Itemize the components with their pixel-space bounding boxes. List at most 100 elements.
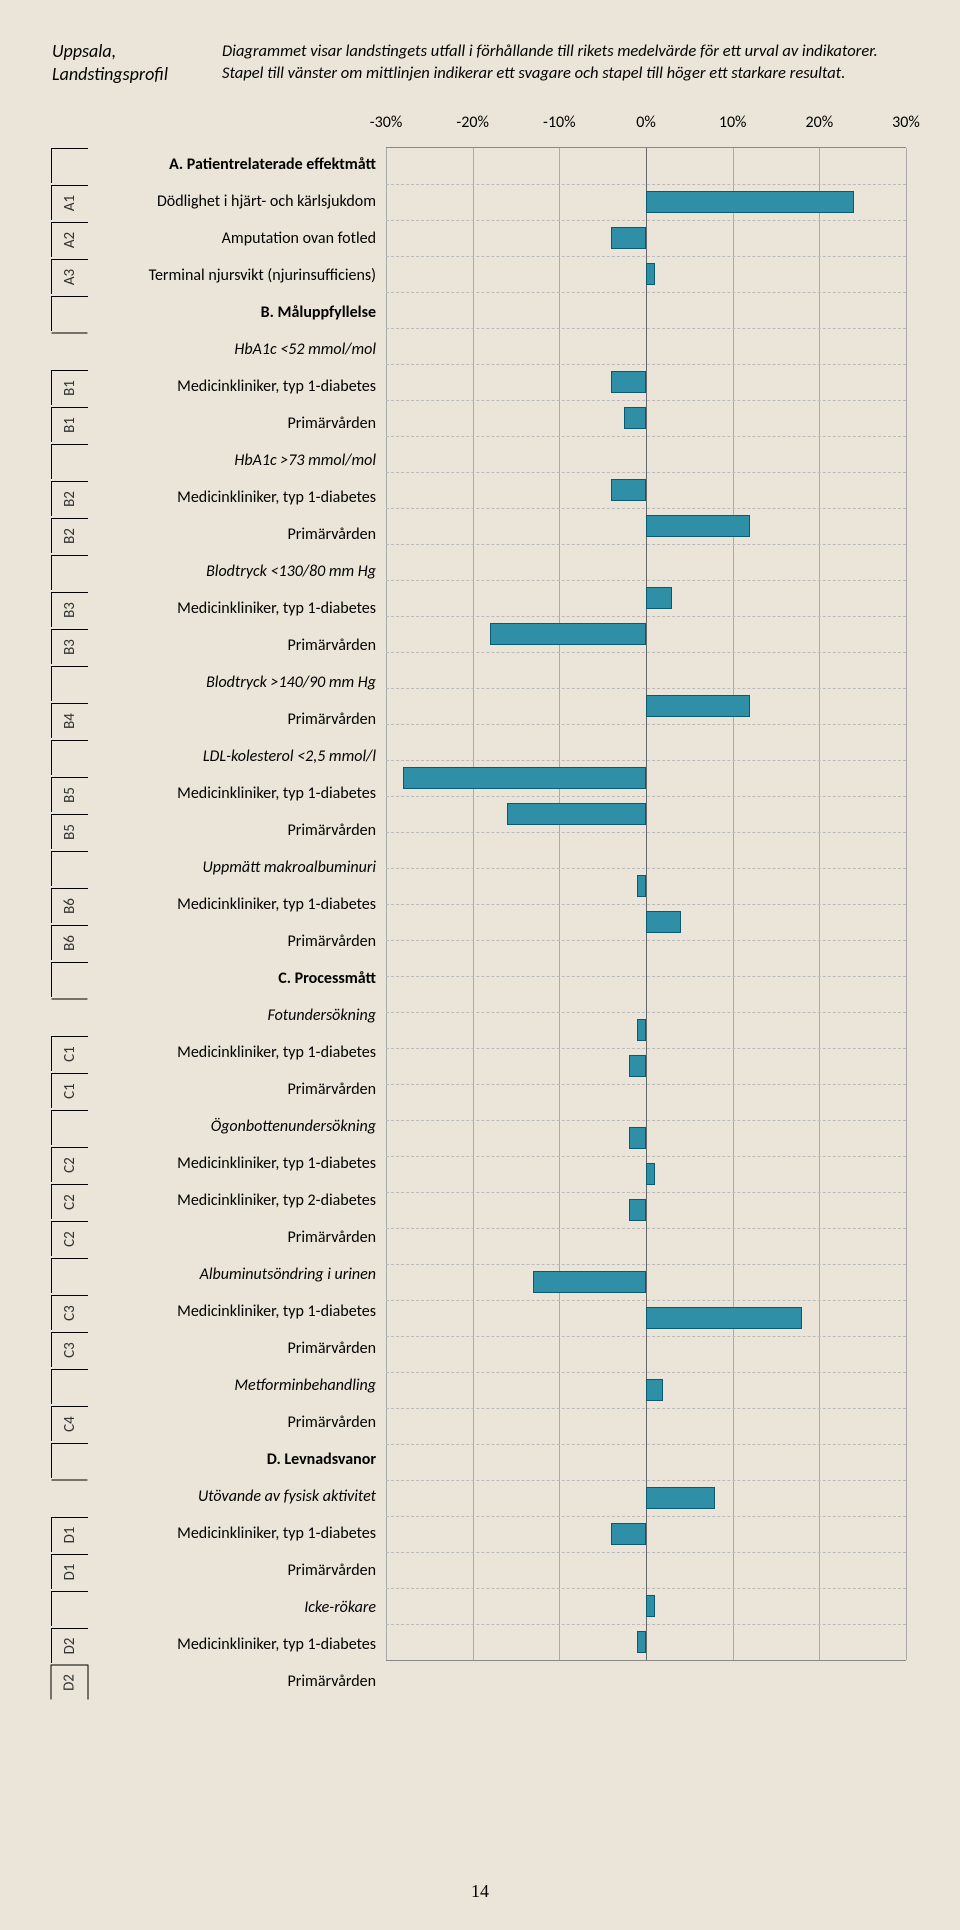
label-row: C1Medicinkliniker, typ 1-diabetes [52,1035,386,1072]
row-label: Primärvården [87,1072,386,1109]
x-axis-tick: -20% [456,113,489,132]
section-heading: A. Patientrelaterade effektmått [87,147,386,184]
label-row: C. Processmått [52,961,386,998]
row-gridline [386,1336,906,1337]
sub-heading: Blodtryck <130/80 mm Hg [87,554,386,591]
row-gridline [386,220,906,221]
label-row: B2Medicinkliniker, typ 1-diabetes [52,480,386,517]
chart: A. Patientrelaterade effektmåttA1Dödligh… [52,113,908,1701]
label-row: C1Primärvården [52,1072,386,1109]
row-gridline [386,760,906,761]
bar [533,1271,646,1293]
label-row: B3Primärvården [52,628,386,665]
row-code [51,1258,88,1293]
sub-heading: Fotundersökning [87,998,386,1035]
row-gridline [386,544,906,545]
label-row: C4Primärvården [52,1405,386,1442]
label-row: A3Terminal njursvikt (njurinsufficiens) [52,258,386,295]
row-label: Medicinkliniker, typ 1-diabetes [87,591,386,628]
row-code: C2 [51,1221,88,1256]
row-code [51,666,88,701]
row-gridline [386,1120,906,1121]
label-row: LDL-kolesterol <2,5 mmol/l [52,739,386,776]
row-label: Primärvården [87,1220,386,1257]
x-axis-tick: -30% [370,113,403,132]
row-gridline [386,472,906,473]
label-row: HbA1c <52 mmol/mol [52,332,386,369]
bar [629,1199,646,1221]
row-code: C3 [51,1295,88,1330]
row-code [51,555,88,590]
row-code: B6 [51,925,88,960]
row-gridline [386,1012,906,1013]
row-code [51,962,88,997]
bar [646,1307,802,1329]
row-code: B1 [51,407,88,442]
row-gridline [386,1588,906,1589]
x-axis-tick: 0% [636,113,656,132]
row-gridline [386,1480,906,1481]
x-axis-tick: 30% [892,113,920,132]
row-label: Medicinkliniker, typ 1-diabetes [87,1516,386,1553]
label-row: Blodtryck >140/90 mm Hg [52,665,386,702]
row-label: Medicinkliniker, typ 1-diabetes [87,887,386,924]
row-gridline [386,1192,906,1193]
row-code: D1 [51,1554,88,1589]
label-row: C3Medicinkliniker, typ 1-diabetes [52,1294,386,1331]
row-code: A2 [51,222,88,257]
label-row: B6Primärvården [52,924,386,961]
row-label: Primärvården [87,1331,386,1368]
label-row: B3Medicinkliniker, typ 1-diabetes [52,591,386,628]
row-code: B3 [51,629,88,664]
label-row: B1Primärvården [52,406,386,443]
label-row: Ögonbottenundersökning [52,1109,386,1146]
label-row: A2Amputation ovan fotled [52,221,386,258]
bar [624,407,646,429]
sub-heading: HbA1c <52 mmol/mol [87,332,386,369]
row-label: Primärvården [87,1405,386,1442]
label-column-spacer [52,113,386,147]
row-code [51,1443,88,1478]
row-code [52,1480,88,1515]
label-row: A. Patientrelaterade effektmått [52,147,386,184]
row-code [51,851,88,886]
row-gridline [386,1624,906,1625]
section-heading: C. Processmått [87,961,386,998]
row-label: Primärvården [87,628,386,665]
bar [611,1523,646,1545]
row-gridline [386,400,906,401]
row-gridline [386,580,906,581]
row-label: Medicinkliniker, typ 2-diabetes [87,1183,386,1220]
bar [637,875,646,897]
sub-heading: Metforminbehandling [87,1368,386,1405]
row-code: B5 [51,777,88,812]
bar [646,1163,655,1185]
header-description: Diagrammet visar landstingets utfall i f… [222,40,908,85]
label-row: Icke-rökare [52,1590,386,1627]
label-row: Fotundersökning [52,998,386,1035]
x-axis: -30%-20%-10%0%10%20%30% [386,113,906,147]
label-row: C2Medicinkliniker, typ 1-diabetes [52,1146,386,1183]
row-gridline [386,1084,906,1085]
row-code [51,296,88,331]
row-gridline [386,1372,906,1373]
row-code: C1 [51,1036,88,1071]
row-gridline [386,940,906,941]
x-axis-tick: 20% [806,113,834,132]
row-gridline [386,1228,906,1229]
row-code [51,740,88,775]
label-row: B5Primärvården [52,813,386,850]
sub-heading: Icke-rökare [87,1590,386,1627]
row-label: Terminal njursvikt (njurinsufficiens) [87,258,386,295]
row-label: Primärvården [87,406,386,443]
label-row: B. Måluppfyllelse [52,295,386,332]
row-gridline [386,868,906,869]
row-code: B2 [51,481,88,516]
row-gridline [386,364,906,365]
bar [646,191,854,213]
row-gridline [386,1408,906,1409]
row-gridline [386,1516,906,1517]
row-label: Medicinkliniker, typ 1-diabetes [87,480,386,517]
label-row: Metforminbehandling [52,1368,386,1405]
label-row: C3Primärvården [52,1331,386,1368]
